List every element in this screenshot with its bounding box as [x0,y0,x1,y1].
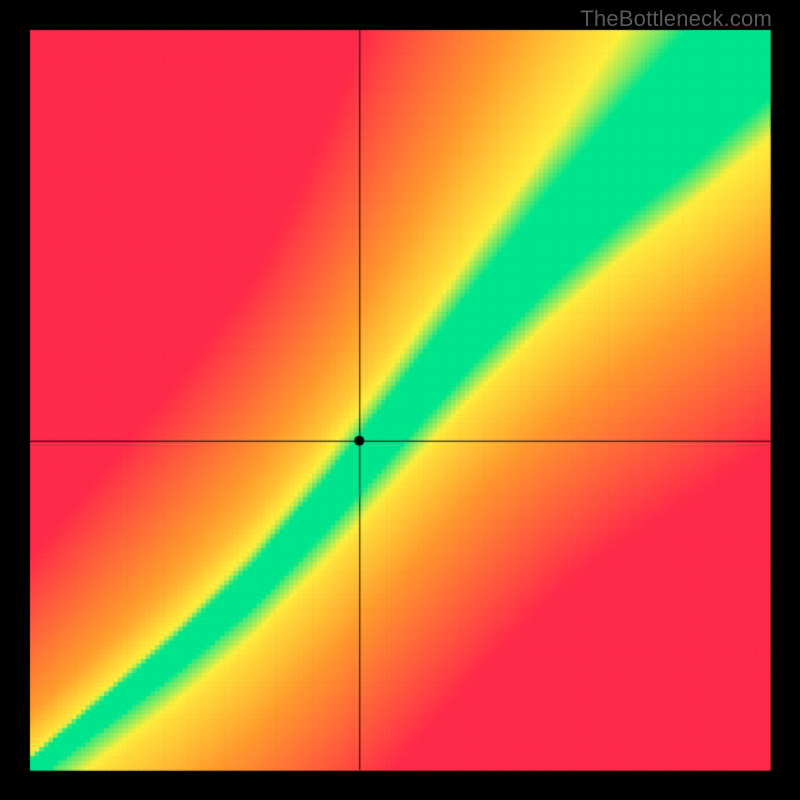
watermark-text: TheBottleneck.com [580,6,772,32]
chart-container: TheBottleneck.com [0,0,800,800]
crosshair-overlay [0,0,800,800]
